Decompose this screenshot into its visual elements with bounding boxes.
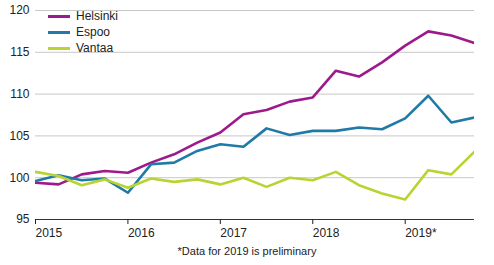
html-text:Espoo: Espoo (76, 25, 110, 39)
svg-text:2018: 2018 (313, 226, 340, 240)
svg-text:2017: 2017 (220, 226, 247, 240)
svg-text:120: 120 (9, 3, 29, 17)
svg-text:2015: 2015 (36, 226, 63, 240)
html-text:Vantaa: Vantaa (76, 41, 114, 55)
svg-text:2016: 2016 (128, 226, 155, 240)
svg-text:115: 115 (10, 45, 29, 59)
html-text:Helsinki: Helsinki (76, 9, 118, 23)
svg-text:110: 110 (10, 87, 29, 101)
svg-text:100: 100 (9, 171, 29, 185)
svg-text:95: 95 (16, 212, 30, 226)
svg-text:105: 105 (9, 129, 29, 143)
html-text:*Data for 2019 is preliminary: *Data for 2019 is preliminary (177, 245, 317, 257)
svg-text:2019*: 2019* (405, 226, 437, 240)
